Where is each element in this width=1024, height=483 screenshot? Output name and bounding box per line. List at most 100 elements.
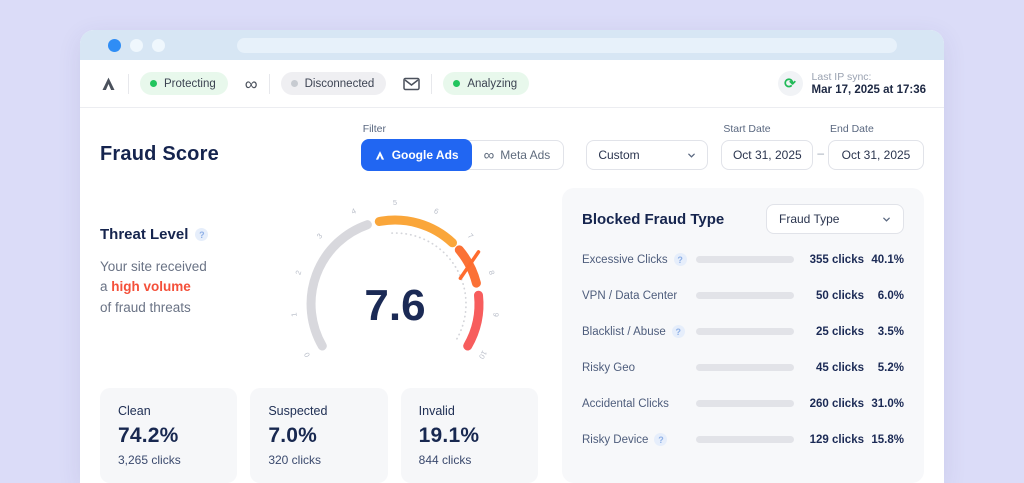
google-ads-tab[interactable]: Google Ads [360,139,472,171]
status-group-mail: Analyzing [403,72,530,95]
fraud-row-excessive-clicks: Excessive Clicks? 355 clicks 40.1% [582,249,904,270]
gauge-container: 0 1 2 3 4 5 6 7 8 9 10 7.6 [252,188,538,386]
gauge-segment [463,290,484,351]
fraud-row-risky-device: Risky Device? 129 clicks 15.8% [582,429,904,450]
fraud-row-accidental-clicks: Accidental Clicks? 260 clicks 31.0% [582,393,904,414]
threat-level-title: Threat Level [100,226,189,243]
bar-track [696,256,794,263]
meta-icon: ∞ [483,146,495,164]
bar-track [696,364,794,371]
fraud-label: Accidental Clicks [582,397,669,410]
fraud-type-select[interactable]: Fraud Type [766,204,904,234]
meta-ads-label: Meta Ads [500,148,551,162]
help-icon[interactable]: ? [195,228,209,241]
date-separator: – [817,146,824,160]
fraud-label: Risky Geo [582,361,636,374]
fraud-row-blacklist-abuse: Blacklist / Abuse? 25 clicks 3.5% [582,321,904,342]
fraud-type-value: Fraud Type [779,212,840,226]
fraud-clicks: 129 clicks [809,433,864,446]
date-range-select[interactable]: Custom [586,140,709,170]
stat-clicks: 844 clicks [418,453,472,467]
status-group-google: Protecting [100,72,228,95]
url-bar[interactable] [237,37,897,53]
click-stats-row: Clean 74.2% 3,265 clicks Suspected 7.0% … [100,388,538,483]
gauge-needle [458,250,481,281]
divider [431,73,433,94]
filter-group: Filter Google Ads ∞ Meta Ads [360,123,565,171]
threat-line1: Your site received [100,259,207,274]
gauge-tick-label: 1 [289,312,298,317]
gauge-segment [374,215,457,248]
threat-gauge: 0 1 2 3 4 5 6 7 8 9 10 7.6 [289,198,500,361]
threat-line3: of fraud threats [100,299,191,315]
fraud-row-risky-geo: Risky Geo? 45 clicks 5.2% [582,357,904,378]
start-date-group: Start Date Oct 31, 2025 [721,123,814,170]
fraud-clicks: 45 clicks [816,361,864,374]
status-badge-disconnected: Disconnected [280,72,387,95]
threat-level-description: Your site received a high volume of frau… [100,257,252,318]
end-date-value: Oct 31, 2025 [841,148,911,162]
threat-section: Threat Level ? Your site received a high… [100,188,538,483]
gauge-tick-label: 2 [293,269,303,276]
fraud-row-vpn-data-center: VPN / Data Center? 50 clicks 6.0% [582,285,904,306]
fraud-label: Risky Device [582,433,649,446]
status-badge-analyzing: Analyzing [443,72,530,95]
start-date-label: Start Date [723,123,771,135]
date-range-value: Custom [598,148,640,162]
last-sync-value: Mar 17, 2025 at 17:36 [811,84,926,96]
window-dot-active[interactable] [108,38,121,52]
fraud-pct: 31.0% [871,397,904,410]
gauge-tick-label: 10 [477,349,489,361]
page-header: Fraud Score Filter Google Ads ∞ Meta Ads… [80,108,944,180]
status-dot [150,80,157,87]
window-dot[interactable] [130,38,143,52]
stat-value: 19.1% [418,424,480,447]
bar-track [696,400,794,407]
gauge-tick-label: 7 [466,231,475,240]
mail-icon [403,77,421,90]
status-dot [290,80,298,87]
fraud-clicks: 25 clicks [816,325,864,338]
fraud-label: Excessive Clicks [582,253,668,266]
meta-ads-tab[interactable]: ∞ Meta Ads [471,140,564,170]
status-label: Analyzing [467,77,518,90]
sync-refresh-icon[interactable]: ⟳ [777,71,803,96]
gauge-value: 7.6 [364,281,425,330]
help-icon[interactable]: ? [654,433,668,446]
start-date-input[interactable]: Oct 31, 2025 [721,140,814,170]
end-date-input[interactable]: Oct 31, 2025 [828,140,924,170]
bar-track [696,292,794,299]
google-ads-icon [375,150,384,160]
gauge-tick-label: 8 [487,269,497,276]
stat-label: Suspected [268,404,328,418]
gauge-tick-label: 0 [302,351,312,359]
gauge-tick-label: 9 [491,312,500,317]
fraud-pct: 3.5% [877,325,904,338]
bar-track [696,436,794,443]
chevron-down-icon [688,153,696,158]
status-label: Disconnected [304,77,375,90]
help-icon[interactable]: ? [671,325,685,338]
filter-label: Filter [362,123,387,135]
browser-chrome [80,30,944,60]
page-title: Fraud Score [100,143,219,165]
help-icon[interactable]: ? [673,253,687,266]
fraud-pct: 40.1% [871,253,904,266]
panel-title: Blocked Fraud Type [582,210,725,228]
bar-track [696,328,794,335]
divider [128,73,129,94]
threat-line2-prefix: a [100,279,112,295]
fraud-label: Blacklist / Abuse [582,325,666,338]
stat-card-suspected: Suspected 7.0% 320 clicks [250,388,388,483]
stat-card-clean: Clean 74.2% 3,265 clicks [100,388,238,483]
fraud-pct: 6.0% [877,289,904,302]
gauge-tick-label: 3 [315,231,324,240]
google-ads-label: Google Ads [391,148,459,162]
stat-value: 74.2% [118,424,179,447]
stat-label: Invalid [418,404,455,418]
gauge-tick-label: 6 [433,206,440,216]
fraud-pct: 5.2% [877,361,904,374]
meta-icon: ∞ [244,73,258,94]
window-dot[interactable] [152,38,165,52]
status-badge-protecting: Protecting [140,72,228,95]
